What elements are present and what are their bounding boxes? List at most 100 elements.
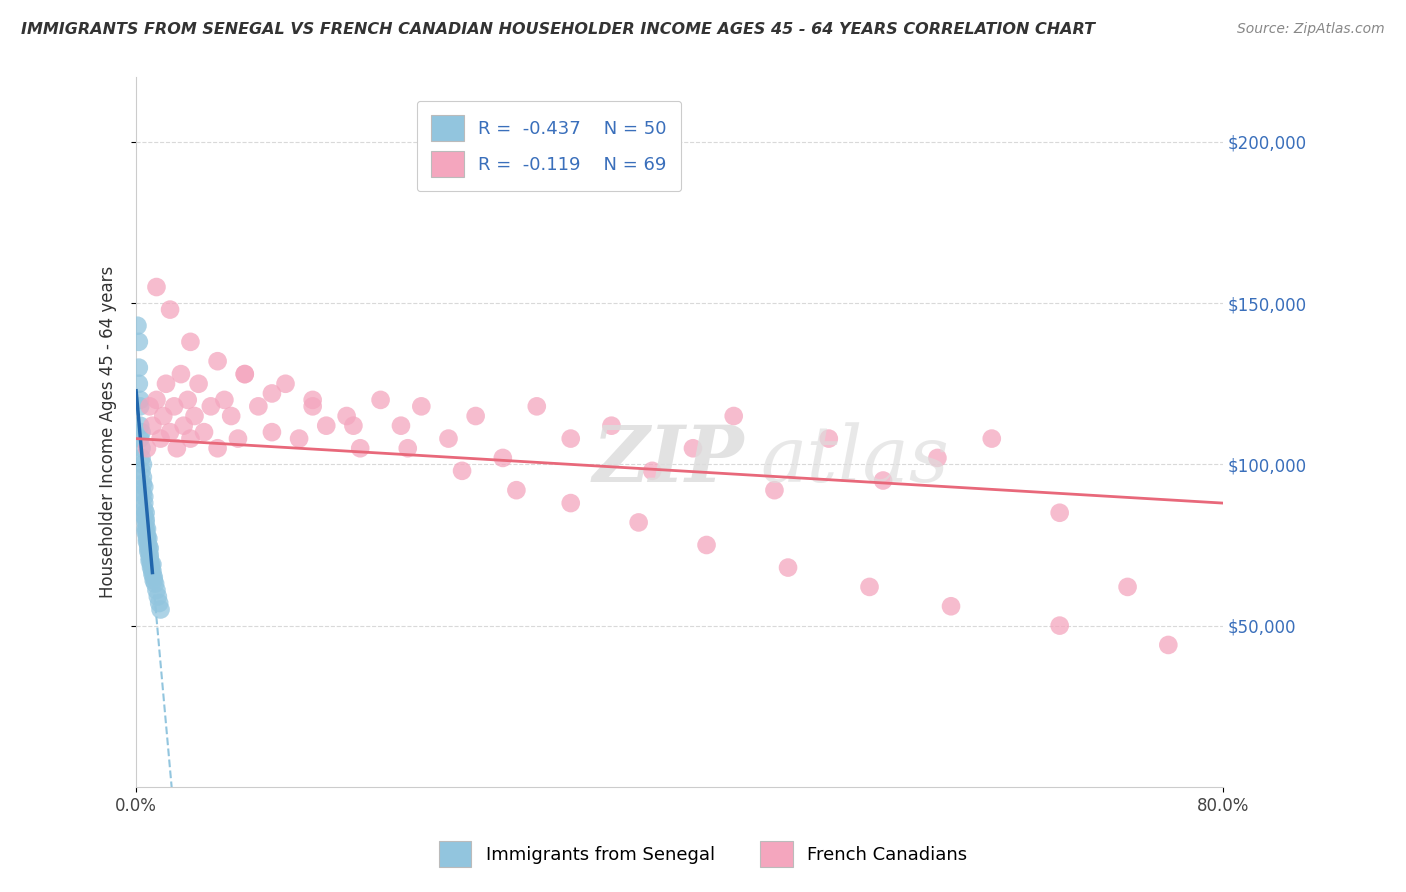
- Point: [155, 376, 177, 391]
- Point: [301, 392, 323, 407]
- Point: [1049, 618, 1071, 632]
- Point: [132, 476, 155, 491]
- Point: [451, 464, 474, 478]
- Point: [1116, 580, 1139, 594]
- Point: [641, 464, 664, 478]
- Point: [138, 532, 160, 546]
- Point: [131, 442, 153, 456]
- Point: [143, 576, 166, 591]
- Point: [149, 602, 172, 616]
- Point: [145, 280, 167, 294]
- Point: [505, 483, 527, 498]
- Point: [763, 483, 786, 498]
- Point: [152, 409, 174, 423]
- Point: [159, 302, 181, 317]
- Point: [696, 538, 718, 552]
- Point: [939, 599, 962, 614]
- Point: [179, 432, 201, 446]
- Point: [342, 418, 364, 433]
- Point: [219, 409, 242, 423]
- Point: [136, 532, 159, 546]
- Point: [492, 450, 515, 465]
- Point: [315, 418, 337, 433]
- Point: [138, 548, 160, 562]
- Point: [166, 442, 188, 456]
- Point: [214, 392, 236, 407]
- Text: atlas: atlas: [761, 422, 949, 499]
- Point: [187, 376, 209, 391]
- Point: [134, 496, 156, 510]
- Point: [132, 458, 155, 472]
- Point: [129, 432, 152, 446]
- Point: [136, 442, 159, 456]
- Point: [131, 425, 153, 439]
- Point: [135, 506, 157, 520]
- Point: [526, 400, 548, 414]
- Point: [301, 400, 323, 414]
- Point: [627, 516, 650, 530]
- Point: [129, 418, 152, 433]
- Point: [136, 522, 159, 536]
- Point: [138, 541, 160, 556]
- Point: [437, 432, 460, 446]
- Point: [349, 442, 371, 456]
- Point: [560, 432, 582, 446]
- Point: [200, 400, 222, 414]
- Point: [128, 360, 150, 375]
- Point: [141, 567, 163, 582]
- Point: [600, 418, 623, 433]
- Point: [226, 432, 249, 446]
- Point: [817, 432, 839, 446]
- Point: [136, 534, 159, 549]
- Point: [163, 400, 186, 414]
- Point: [138, 400, 160, 414]
- Point: [183, 409, 205, 423]
- Point: [148, 596, 170, 610]
- Point: [179, 334, 201, 349]
- Point: [1049, 506, 1071, 520]
- Point: [138, 544, 160, 558]
- Point: [145, 392, 167, 407]
- Point: [149, 432, 172, 446]
- Point: [129, 392, 152, 407]
- Point: [159, 425, 181, 439]
- Point: [170, 367, 193, 381]
- Point: [260, 425, 283, 439]
- Point: [560, 496, 582, 510]
- Text: Source: ZipAtlas.com: Source: ZipAtlas.com: [1237, 22, 1385, 37]
- Point: [177, 392, 200, 407]
- Point: [927, 450, 949, 465]
- Point: [872, 474, 894, 488]
- Point: [128, 334, 150, 349]
- Point: [193, 425, 215, 439]
- Point: [146, 590, 169, 604]
- Point: [135, 525, 157, 540]
- Point: [138, 538, 160, 552]
- Point: [1157, 638, 1180, 652]
- Point: [141, 564, 163, 578]
- Point: [207, 442, 229, 456]
- Point: [233, 367, 256, 381]
- Point: [134, 490, 156, 504]
- Point: [142, 570, 165, 584]
- Point: [127, 318, 149, 333]
- Point: [134, 508, 156, 523]
- Point: [132, 486, 155, 500]
- Legend: Immigrants from Senegal, French Canadians: Immigrants from Senegal, French Canadian…: [432, 834, 974, 874]
- Point: [233, 367, 256, 381]
- Point: [135, 522, 157, 536]
- Point: [131, 450, 153, 465]
- Point: [682, 442, 704, 456]
- Point: [129, 400, 152, 414]
- Point: [135, 516, 157, 530]
- Point: [207, 354, 229, 368]
- Legend: R =  -0.437    N = 50, R =  -0.119    N = 69: R = -0.437 N = 50, R = -0.119 N = 69: [416, 101, 681, 192]
- Point: [288, 432, 311, 446]
- Point: [128, 376, 150, 391]
- Point: [260, 386, 283, 401]
- Point: [138, 550, 160, 565]
- Point: [131, 464, 153, 478]
- Point: [132, 470, 155, 484]
- Point: [141, 558, 163, 572]
- Point: [173, 418, 195, 433]
